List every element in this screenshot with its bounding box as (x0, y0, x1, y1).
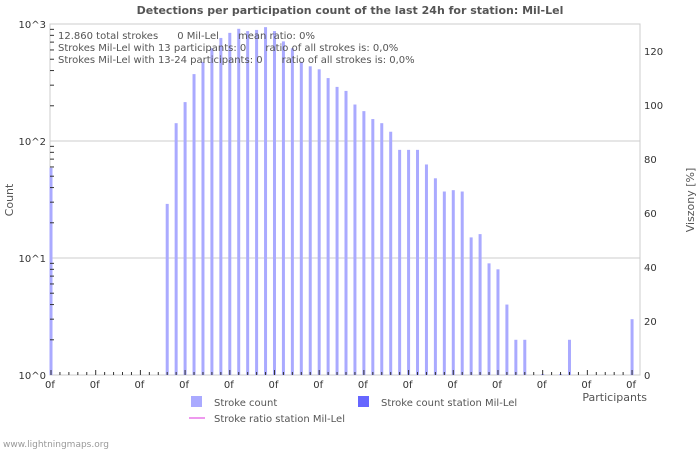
bar (433, 178, 437, 375)
y2-tick-label: 60 (644, 209, 657, 220)
y-axis-label: Count (3, 183, 16, 216)
x-tick-label: 0f (224, 380, 234, 391)
bar (380, 123, 384, 375)
bar (290, 48, 294, 376)
footer-link[interactable]: www.lightningmaps.org (3, 440, 109, 450)
y2-axis-label: Viszony [%] (684, 168, 697, 233)
bar (505, 304, 509, 375)
bar (201, 61, 205, 376)
bar (237, 28, 241, 376)
bar (317, 69, 321, 375)
x-tick-label: 0f (447, 380, 457, 391)
x-tick-label: 0f (179, 380, 189, 391)
bar (371, 119, 375, 375)
bar (192, 74, 196, 375)
chart-title: Detections per participation count of th… (137, 4, 564, 17)
bar (442, 191, 446, 375)
bar (523, 339, 527, 375)
y-tick-label: 10^0 (19, 371, 46, 382)
bar (281, 41, 285, 376)
annotation-1: 12.860 total strokes 0 Mil-Lel mean rati… (58, 31, 315, 42)
bar (326, 78, 330, 375)
bar (353, 104, 357, 376)
annotation-2: Strokes Mil-Lel with 13 participants: 0 … (58, 43, 398, 54)
bar (487, 263, 491, 375)
bar (344, 90, 348, 375)
bar (308, 66, 312, 376)
legend-swatch-stroke-count (191, 396, 202, 407)
x-tick-label: 0f (90, 380, 100, 391)
y2-tick-label: 120 (644, 47, 663, 58)
bar (460, 191, 464, 375)
y-tick-label: 10^3 (19, 20, 46, 31)
bar (398, 149, 402, 375)
x-tick-label: 0f (581, 380, 591, 391)
y2-tick-label: 100 (644, 101, 663, 112)
bar (219, 37, 223, 375)
bar (514, 339, 518, 375)
bar (451, 190, 455, 375)
y2-tick-label: 20 (644, 317, 657, 328)
bar (496, 269, 500, 375)
legend-stroke-count: Stroke count (214, 398, 277, 409)
x-tick-label: 0f (45, 380, 55, 391)
x-tick-label: 0f (626, 380, 636, 391)
bar (478, 234, 482, 375)
bar (416, 149, 420, 375)
x-tick-label: 0f (492, 380, 502, 391)
bar (469, 237, 473, 375)
bar (362, 111, 366, 375)
bar (335, 86, 339, 375)
bar (165, 203, 169, 375)
x-tick-label: 0f (358, 380, 368, 391)
x-tick-label: 0f (537, 380, 547, 391)
y-tick-label: 10^2 (19, 137, 46, 148)
y2-tick-label: 40 (644, 263, 657, 274)
x-tick-label: 0f (313, 380, 323, 391)
x-axis-label: Participants (582, 391, 647, 404)
bar (272, 31, 276, 376)
legend-swatch-station-count (358, 396, 369, 407)
bar (174, 123, 178, 375)
x-tick-label: 0f (269, 380, 279, 391)
bar (299, 61, 303, 376)
bar (264, 27, 268, 375)
bar (246, 31, 250, 376)
bar (183, 102, 187, 375)
bar (49, 167, 53, 375)
bar (228, 32, 232, 376)
legend-station-count: Stroke count station Mil-Lel (381, 398, 517, 409)
annotation-3: Strokes Mil-Lel with 13-24 participants:… (58, 55, 415, 66)
y2-tick-label: 80 (644, 155, 657, 166)
legend-ratio: Stroke ratio station Mil-Lel (214, 414, 345, 425)
bar (424, 164, 428, 375)
x-tick-label: 0f (403, 380, 413, 391)
bar (407, 149, 411, 375)
bar (255, 29, 259, 376)
bar (389, 131, 393, 375)
bar (630, 319, 634, 375)
bar (567, 339, 571, 375)
y-tick-label: 10^1 (19, 254, 46, 265)
bar (210, 48, 214, 376)
y2-tick-label: 0 (644, 371, 650, 382)
x-tick-label: 0f (134, 380, 144, 391)
